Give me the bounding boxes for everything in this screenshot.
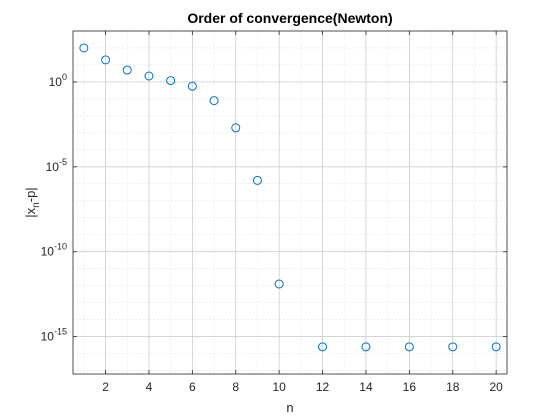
data-point	[361, 342, 371, 352]
data-point	[274, 279, 284, 289]
data-point	[491, 342, 501, 352]
x-tick-label: 14	[359, 380, 373, 394]
x-tick-labels: 2 4 6 8 10 12 14 16 18 20	[102, 380, 503, 394]
x-tick-label: 10	[272, 380, 286, 394]
y-tick-label: 10-15	[41, 327, 67, 344]
data-point	[166, 76, 176, 86]
data-point	[252, 175, 262, 185]
data-point	[79, 43, 89, 53]
data-point	[122, 65, 132, 75]
x-tick-label: 4	[146, 380, 153, 394]
data-point	[144, 71, 154, 81]
x-tick-label: 8	[232, 380, 239, 394]
data-point	[209, 96, 219, 106]
x-tick-label: 12	[316, 380, 330, 394]
x-tick-label: 18	[446, 380, 460, 394]
x-tick-label: 2	[102, 380, 109, 394]
data-point	[318, 342, 328, 352]
tick-marks	[73, 31, 507, 374]
data-point	[101, 55, 111, 65]
y-tick-label: 10-5	[46, 157, 67, 174]
data-point	[448, 342, 458, 352]
major-grid	[73, 31, 507, 374]
x-tick-label: 16	[403, 380, 417, 394]
y-axis-label-sub: n	[31, 202, 42, 208]
data-point	[404, 342, 414, 352]
y-tick-labels: 100 10-5 10-10 10-15	[41, 72, 67, 344]
x-tick-label: 20	[489, 380, 503, 394]
plot-frame	[72, 30, 508, 375]
data-point	[187, 81, 197, 91]
y-axis-label-base: |x	[23, 207, 38, 217]
chart-title: Order of convergence(Newton)	[187, 10, 392, 26]
x-tick-label: 6	[189, 380, 196, 394]
y-axis-label-rest: -p|	[23, 187, 38, 202]
x-axis-label: n	[286, 400, 293, 415]
y-tick-label: 100	[49, 72, 67, 89]
data-point	[231, 123, 241, 133]
plot-area	[73, 31, 507, 374]
y-tick-label: 10-10	[41, 242, 67, 259]
data-points	[79, 43, 501, 352]
y-axis-label: |xn-p|	[23, 187, 42, 217]
